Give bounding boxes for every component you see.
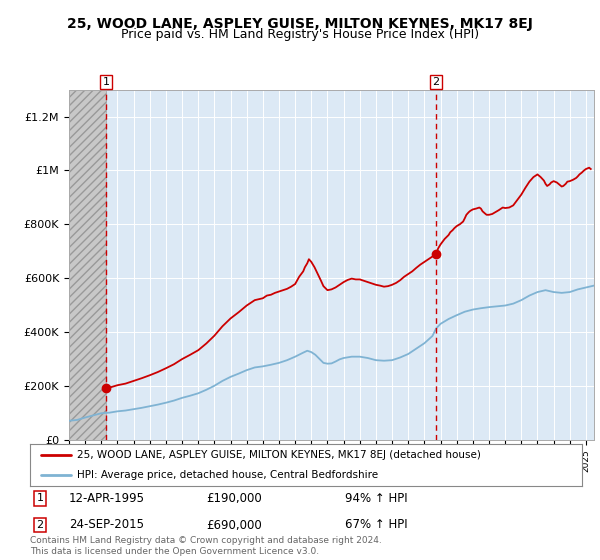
Text: £690,000: £690,000 bbox=[206, 519, 262, 531]
Text: Price paid vs. HM Land Registry's House Price Index (HPI): Price paid vs. HM Land Registry's House … bbox=[121, 28, 479, 41]
Text: 94% ↑ HPI: 94% ↑ HPI bbox=[344, 492, 407, 505]
Text: 1: 1 bbox=[103, 77, 109, 87]
Text: £190,000: £190,000 bbox=[206, 492, 262, 505]
Text: 2: 2 bbox=[37, 520, 43, 530]
Text: 12-APR-1995: 12-APR-1995 bbox=[68, 492, 145, 505]
Text: 25, WOOD LANE, ASPLEY GUISE, MILTON KEYNES, MK17 8EJ: 25, WOOD LANE, ASPLEY GUISE, MILTON KEYN… bbox=[67, 17, 533, 31]
Bar bbox=[69, 90, 106, 440]
Text: 2: 2 bbox=[433, 77, 440, 87]
Text: 1: 1 bbox=[37, 493, 43, 503]
Text: Contains HM Land Registry data © Crown copyright and database right 2024.
This d: Contains HM Land Registry data © Crown c… bbox=[30, 536, 382, 556]
Text: HPI: Average price, detached house, Central Bedfordshire: HPI: Average price, detached house, Cent… bbox=[77, 470, 378, 480]
Text: 25, WOOD LANE, ASPLEY GUISE, MILTON KEYNES, MK17 8EJ (detached house): 25, WOOD LANE, ASPLEY GUISE, MILTON KEYN… bbox=[77, 450, 481, 460]
Text: 24-SEP-2015: 24-SEP-2015 bbox=[68, 519, 143, 531]
Text: 67% ↑ HPI: 67% ↑ HPI bbox=[344, 519, 407, 531]
